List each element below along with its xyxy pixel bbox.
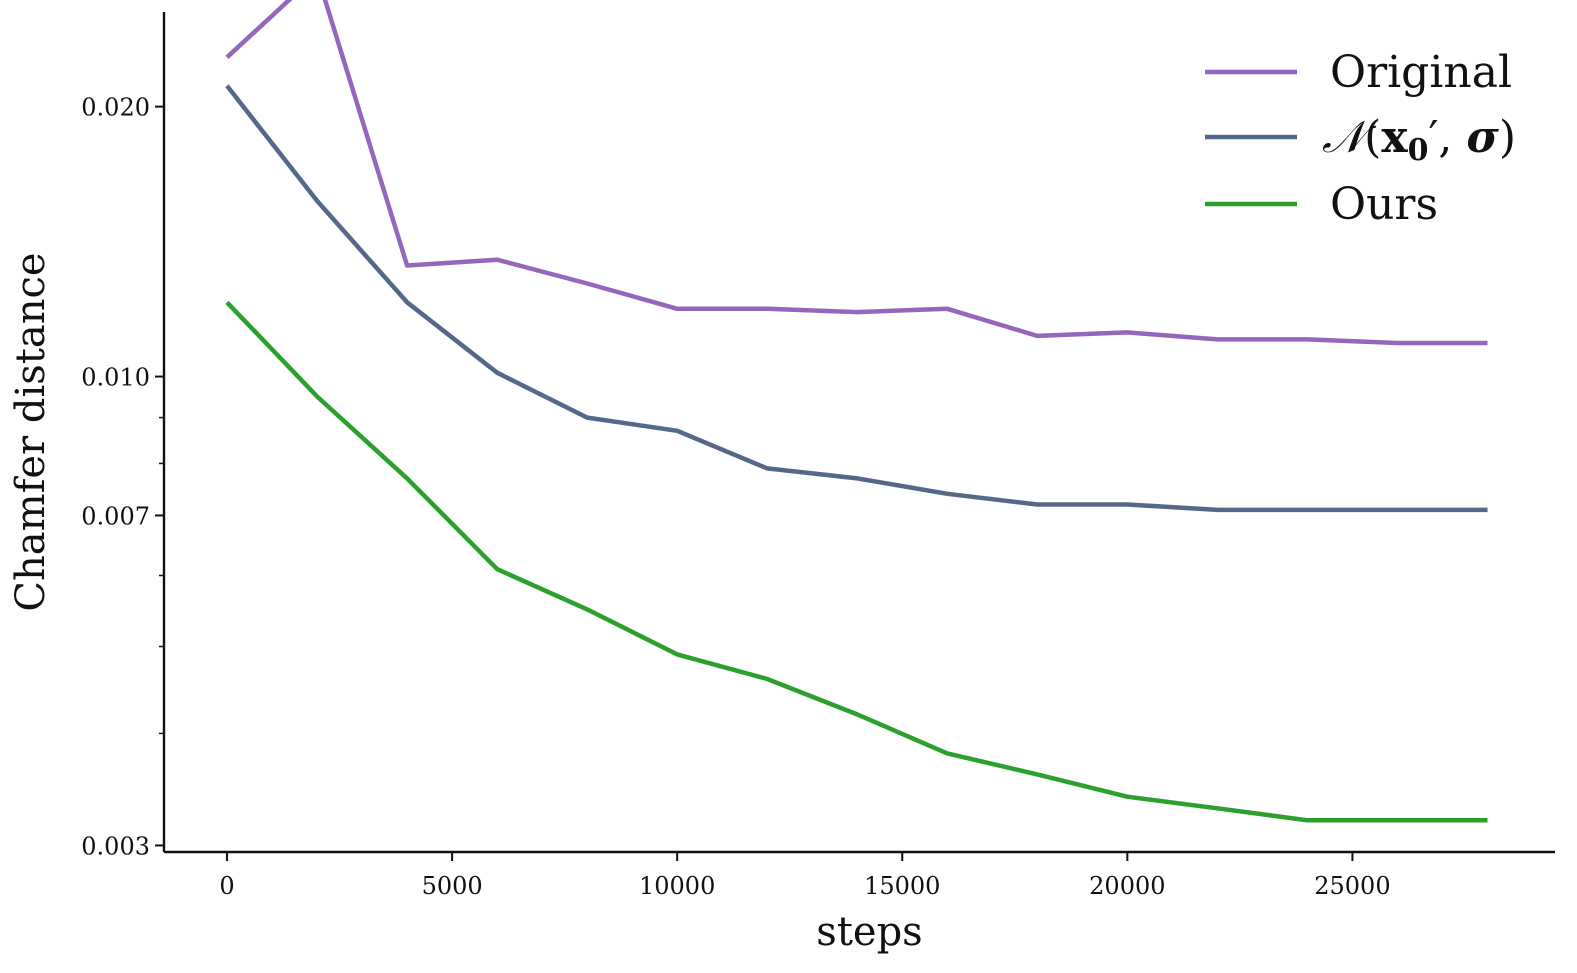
x-tick-label: 20000 [1089,872,1165,900]
legend-label-0: Original [1330,47,1512,98]
x-axis-title: steps [816,909,922,955]
x-tick-label: 15000 [864,872,940,900]
axis-labels: steps Chamfer distance [8,252,923,955]
series-line-1 [225,84,1488,513]
legend-label-1: 𝒩(x0′, σ) [1322,112,1516,168]
x-tick-label: 5000 [422,872,483,900]
axes: 0 5000 10000 15000 20000 25000 0.003 0.007 0.010… [81,12,1555,900]
legend: Original 𝒩(x0′, σ) Ours [1205,47,1516,230]
y-tick-label: 0.010 [81,364,150,392]
x-tick-label: 10000 [639,872,715,900]
y-axis-title: Chamfer distance [8,252,54,611]
x-tick-label: 0 [219,872,234,900]
y-tick-label: 0.003 [81,832,150,860]
series-line-0 [225,0,1488,346]
legend-label-2: Ours [1330,179,1438,230]
y-tick-label: 0.020 [81,94,150,122]
x-tick-label: 25000 [1314,872,1390,900]
y-tick-label: 0.007 [81,502,150,530]
series-lines [225,0,1488,823]
series-line-2 [225,300,1488,823]
